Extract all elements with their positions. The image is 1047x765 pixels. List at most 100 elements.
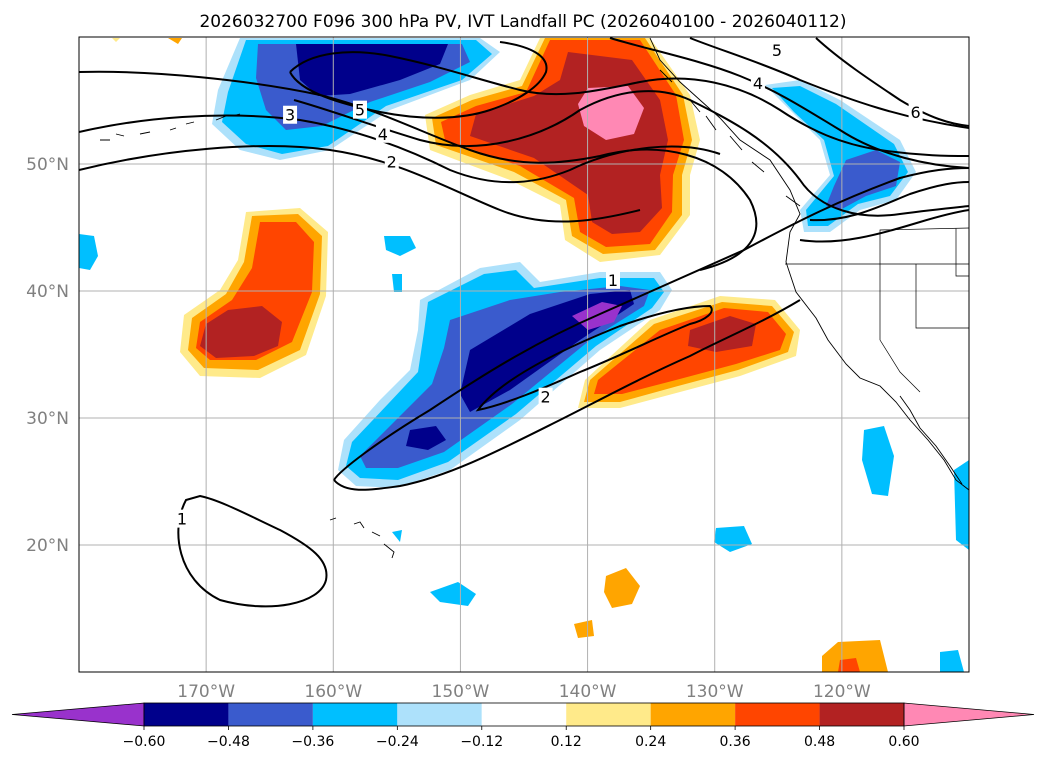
contour-label: 1 [608, 271, 618, 290]
colorbar-extend-high [903, 702, 1035, 727]
colorbar-segment [312, 703, 398, 726]
contour-label: 4 [378, 125, 388, 144]
contour-line-north-5 [289, 51, 969, 157]
lon-label: 140°W [559, 682, 617, 702]
colorbar-tick-label: 0.12 [551, 734, 582, 750]
ivt-contours [79, 37, 969, 608]
pv-positive-fill-small-4 [168, 38, 182, 44]
colorbar-segment [566, 703, 651, 726]
lon-label: 170°W [177, 682, 235, 702]
contour-label: 4 [753, 74, 763, 93]
contour-label-bg [750, 73, 765, 92]
us-state-borders [785, 227, 969, 393]
lon-label: 130°W [686, 682, 744, 702]
contour-line-north-4 [293, 90, 969, 217]
contour-line-north-3 [79, 114, 721, 184]
contour-label-bg [375, 124, 390, 143]
lon-label: 120°W [813, 682, 871, 702]
contour-label: 3 [285, 106, 295, 125]
aleutian-islands [100, 113, 241, 141]
pv-negative-fill-ne-mid [826, 150, 900, 210]
colorbar-segment [650, 703, 736, 726]
pv-negative-fill-small-6 [392, 530, 402, 542]
lat-label: 40°N [26, 282, 69, 302]
contour-label-bg [352, 100, 367, 119]
contour-line-1-southwest [177, 494, 328, 608]
colorbar-segment [481, 703, 567, 726]
pv-negative-fill-small-5 [430, 582, 476, 606]
colorbar-segment [228, 703, 313, 726]
colorbar-extend-low [11, 702, 145, 727]
pv-positive-fill-west-darkred [200, 306, 282, 358]
lat-label: 50°N [26, 155, 69, 175]
pv-negative-fill-small-3 [862, 426, 894, 496]
pv-negative-fill-band-dark-south [406, 426, 446, 450]
contour-label: 6 [911, 103, 921, 122]
colorbar-tick-label: 0.60 [888, 734, 919, 750]
colorbar-segment [397, 703, 482, 726]
contour-line-east-2 [809, 181, 969, 222]
colorbar-tick-label: 0.48 [804, 734, 835, 750]
pv-positive-fill-small-5 [112, 38, 120, 42]
contour-label-bg [283, 105, 298, 124]
lon-label: 160°W [304, 682, 362, 702]
pv-positive-fill-small-1 [604, 568, 640, 608]
contour-label: 5 [355, 101, 365, 120]
contour-label: 2 [541, 388, 551, 407]
map-frame [78, 36, 970, 673]
contour-line-1-subtropical-return [333, 299, 801, 491]
pv-negative-fill-small-2 [392, 274, 402, 292]
lat-label: 20°N [26, 536, 69, 556]
pv-anomaly-fills [79, 38, 969, 672]
map-title: 2026032700 F096 300 hPa PV, IVT Landfall… [199, 12, 846, 32]
colorbar: −0.60 −0.48 −0.36 −0.24 −0.12 0.12 0.24 0.36 0.4… [11, 702, 1035, 750]
colorbar-segment [735, 703, 820, 726]
lon-label: 150°W [432, 682, 490, 702]
pv-negative-fill-west-edge [79, 234, 98, 270]
contour-label: 2 [387, 153, 397, 172]
contour-label: 1 [177, 510, 187, 529]
pv-negative-fill-nw-dark [296, 44, 448, 96]
lat-label: 30°N [26, 409, 69, 429]
colorbar-tick-label: −0.12 [460, 734, 503, 750]
pv-negative-fill-small-8 [940, 650, 964, 672]
alaska-panhandle-islands [659, 69, 801, 207]
colorbar-tick-label: −0.36 [291, 734, 334, 750]
contour-line-northeast-3 [609, 37, 969, 169]
pv-positive-fill-small-3 [822, 640, 888, 672]
contour-label-bg [606, 270, 620, 289]
pv-positive-fill-small-2 [574, 620, 594, 638]
pv-positive-fill-pink [578, 86, 644, 140]
colorbar-tick-label: −0.60 [123, 734, 166, 750]
contour-line-north-2 [79, 145, 641, 223]
baja-california-coastline [899, 395, 963, 485]
contour-line-north-1 [79, 70, 758, 271]
pv-positive-fill-small-3-red [838, 658, 860, 672]
hawaii-islands [329, 517, 395, 559]
colorbar-segment [819, 703, 904, 726]
gridlines [79, 37, 969, 672]
pv-negative-fill-small-1 [384, 236, 416, 256]
pv-positive-fill-band-darkred [688, 316, 756, 352]
latitude-labels: 50°N 40°N 30°N 20°N [26, 155, 69, 556]
colorbar-segment [144, 703, 229, 726]
colorbar-tick-label: 0.36 [720, 734, 751, 750]
contour-label-bg [908, 103, 923, 122]
longitude-labels: 170°W 160°W 150°W 140°W 130°W 120°W [177, 682, 871, 702]
contour-line-1-subtropical [333, 167, 969, 481]
contour-label-bg [174, 509, 189, 528]
contour-line-north-6 [289, 41, 548, 119]
colorbar-frame [143, 702, 905, 727]
contour-line-northeast-2 [815, 37, 969, 127]
colorbar-tick-label: −0.24 [376, 734, 419, 750]
colorbar-tick-label: −0.48 [207, 734, 250, 750]
contour-label: 5 [772, 41, 782, 60]
contour-label-bg [384, 152, 399, 171]
colorbar-tick-label: 0.24 [635, 734, 666, 750]
contour-label-bg [770, 40, 785, 59]
contour-line-2-band [475, 304, 713, 412]
pv-negative-fill-small-7 [954, 460, 969, 550]
